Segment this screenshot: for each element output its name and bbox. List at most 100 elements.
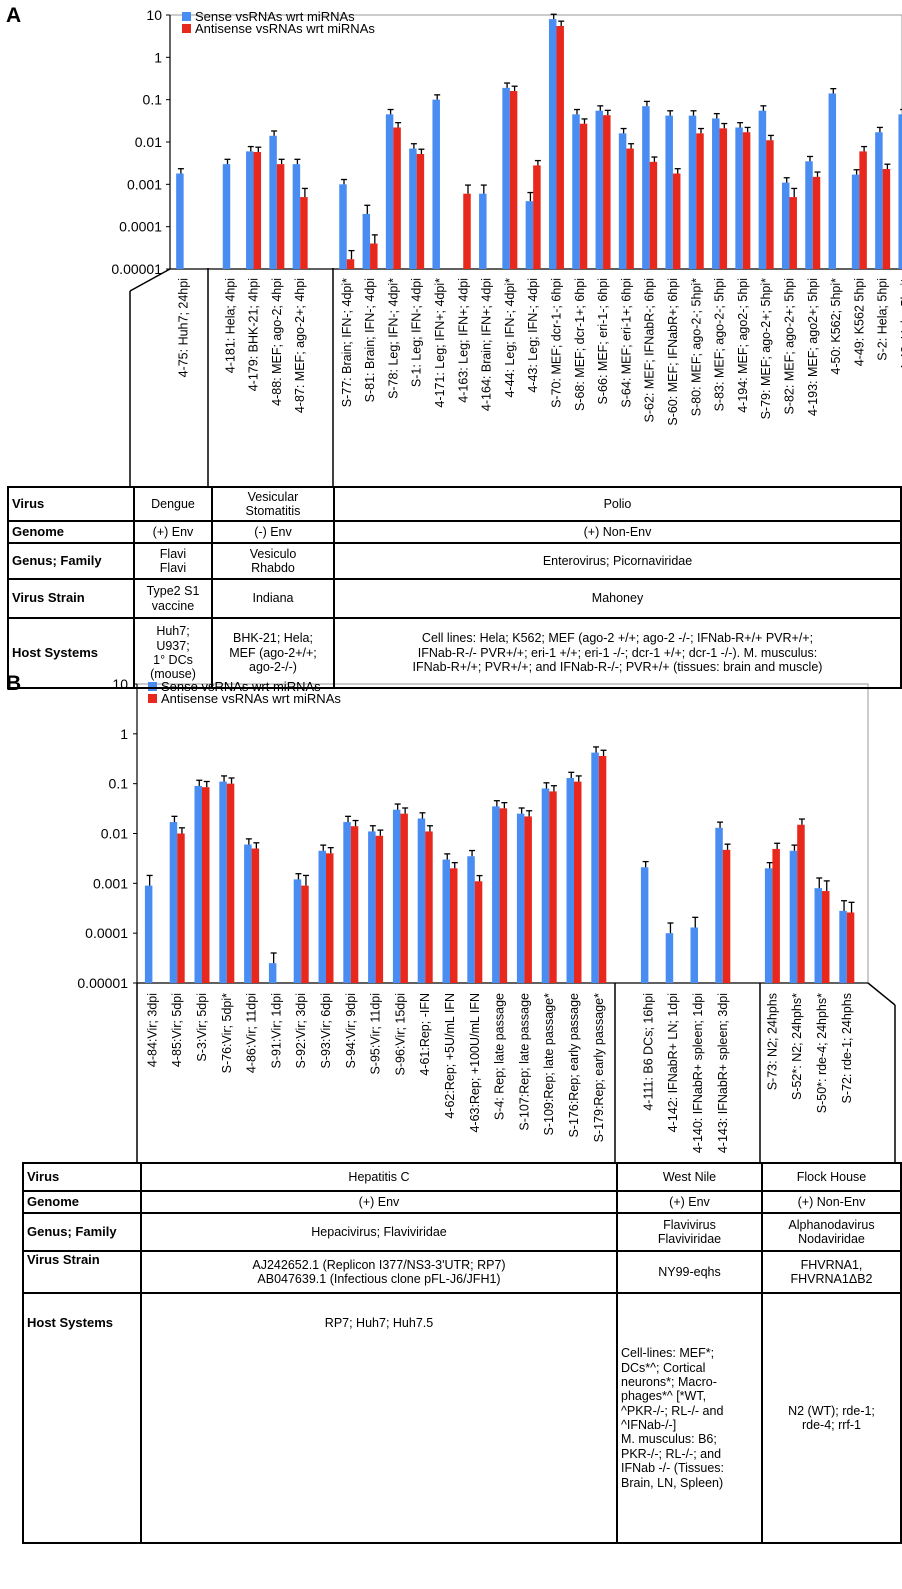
sense-bar	[169, 822, 178, 983]
sense-bar	[409, 148, 417, 269]
antisense-bar	[719, 128, 728, 269]
y-tick-label: 0.00001	[111, 261, 162, 277]
sense-bar	[343, 822, 351, 983]
x-tick-label: S-82: MEF; ago-2+; 5hpi	[782, 278, 796, 415]
antisense-bar	[301, 885, 309, 983]
sense-bar	[194, 785, 202, 983]
x-tick-label: S-52*: N2; 24hphs*	[790, 993, 804, 1100]
sense-bar	[362, 213, 371, 269]
x-tick-label: S-95:Vir; 11dpi	[369, 993, 383, 1075]
x-tick-label: 4-85:Vir; 5dpi	[170, 993, 184, 1067]
sense-bar	[875, 132, 883, 269]
sense-bar	[618, 133, 627, 269]
x-tick-label: 4-171: Leg; IFN+; 4dpi*	[433, 278, 447, 408]
vsv-host: BHK-21; Hela; MEF (ago-2+/+; ago-2-/-)	[211, 617, 335, 689]
x-tick-label: 4-44: Leg; IFN-; 4dpi*	[503, 278, 517, 398]
x-tick-label: 4-88: MEF; ago-2; 4hpi	[270, 278, 284, 406]
sense-bar	[318, 850, 326, 983]
x-tick-label: S-73: N2; 24hphs	[765, 993, 779, 1090]
x-tick-label: 4-50: K562; 5hpi*	[829, 278, 843, 375]
antisense-bar	[350, 826, 359, 983]
y-tick-label: 0.01	[101, 826, 128, 842]
sense-bar	[244, 844, 252, 983]
sense-bar	[292, 164, 301, 269]
sense-bar	[758, 110, 767, 269]
antisense-bar	[626, 148, 634, 269]
sense-bar	[548, 19, 557, 269]
x-tick-label: S-1: Leg; IFN-; 4dpi	[410, 278, 424, 387]
dengue-host: Huh7; U937; 1° DCs (mouse)	[133, 617, 213, 689]
sense-bar	[712, 118, 720, 269]
sense-bar	[591, 752, 599, 983]
dengue-genome: (+) Env	[133, 520, 213, 544]
x-tick-label: S-50*: rde-4; 24hphs*	[815, 993, 829, 1113]
row-header-genome: Genome	[22, 1190, 142, 1214]
x-tick-label: S-94:Vir; 9dpi	[344, 993, 358, 1069]
sense-bar	[176, 173, 184, 269]
antisense-bar	[598, 755, 607, 983]
sense-bar	[144, 885, 153, 983]
x-tick-label: S-176:Rep; early passage	[567, 993, 581, 1138]
sense-bar	[219, 781, 227, 983]
x-tick-label: 4-164: Brain; IFN+; 4dpi	[480, 278, 494, 411]
sense-bar	[541, 788, 550, 983]
panel-a-table: Virus Dengue Vesicular Stomatitis Polio …	[7, 486, 902, 689]
sense-bar	[764, 868, 773, 983]
wnv-strain: NY99-eqhs	[616, 1250, 763, 1294]
x-tick-label: 4-142: IFNabR+ LN; 1dpi	[666, 993, 680, 1132]
polio-genome: (+) Non-Env	[333, 520, 902, 544]
x-tick-label: S-91:Vir; 1dpi	[269, 993, 283, 1069]
x-tick-label: 4-140: IFNabR+ spleen; 1dpi	[691, 993, 705, 1153]
row-header-strain: Virus Strain	[7, 578, 135, 619]
x-tick-label: 4-62:Rep; +5U/mL IFN	[443, 993, 457, 1119]
row-header-genome: Genome	[7, 520, 135, 544]
panel-b-table: Virus Hepatitis C West Nile Flock House …	[22, 1162, 902, 1544]
sense-bar	[502, 87, 510, 270]
x-tick-label: 4-193: MEF; ago2+; 5hpi	[806, 278, 820, 416]
x-tick-label: S-70: MEF; dcr-1-; 6hpi	[549, 278, 563, 408]
y-tick-label: 0.001	[93, 875, 128, 891]
antisense-legend-swatch	[182, 24, 191, 33]
row-header-host: Host Systems	[7, 617, 135, 689]
polio-host: Cell lines: Hela; K562; MEF (ago-2 +/+; …	[333, 617, 902, 689]
sense-bar	[665, 115, 673, 269]
antisense-bar	[226, 783, 235, 983]
antisense-bar	[425, 831, 433, 983]
sense-bar	[222, 164, 231, 269]
antisense-bar	[574, 781, 582, 983]
polio-strain: Mahoney	[333, 578, 902, 619]
sense-bar	[368, 831, 376, 983]
fhv-virus: Flock House	[761, 1162, 902, 1192]
antisense-bar	[370, 243, 378, 269]
y-tick-label: 10	[146, 7, 162, 23]
y-tick-label: 0.01	[135, 134, 162, 150]
antisense-bar	[450, 868, 458, 983]
sense-bar	[688, 115, 697, 269]
sense-bar	[392, 809, 401, 983]
x-tick-label: 4-43: Leg; IFN-; 4dpi	[526, 278, 540, 393]
antisense-bar	[722, 849, 731, 983]
sense-bar	[814, 888, 822, 983]
x-tick-label: S-80: MEF; ago-2-; 5hpi*	[689, 278, 703, 416]
sense-bar	[805, 161, 813, 269]
x-tick-label: S-68: MEF; dcr-1+; 6hpi	[573, 278, 587, 411]
sense-bar	[839, 910, 847, 983]
dengue-genus: Flavi Flavi	[133, 542, 213, 580]
y-tick-label: 1	[120, 726, 128, 742]
x-tick-label: S-60: MEF; IFNabR+; 6hpi	[666, 278, 680, 426]
x-tick-label: S-77: Brain; IFN-; 4dpi*	[340, 278, 354, 407]
antisense-bar	[649, 161, 658, 269]
row-header-genus-family: Genus; Family	[22, 1212, 142, 1252]
antisense-bar	[326, 853, 334, 983]
x-tick-label: S-179:Rep; early passage*	[592, 993, 606, 1143]
sense-bar	[525, 201, 534, 269]
sense-bar	[246, 151, 254, 269]
vsv-strain: Indiana	[211, 578, 335, 619]
sense-bar	[467, 856, 475, 983]
antisense-bar	[672, 173, 681, 269]
antisense-bar	[556, 25, 564, 269]
antisense-bar	[416, 154, 425, 269]
antisense-bar	[251, 848, 260, 983]
row-header-genus-family: Genus; Family	[7, 542, 135, 580]
